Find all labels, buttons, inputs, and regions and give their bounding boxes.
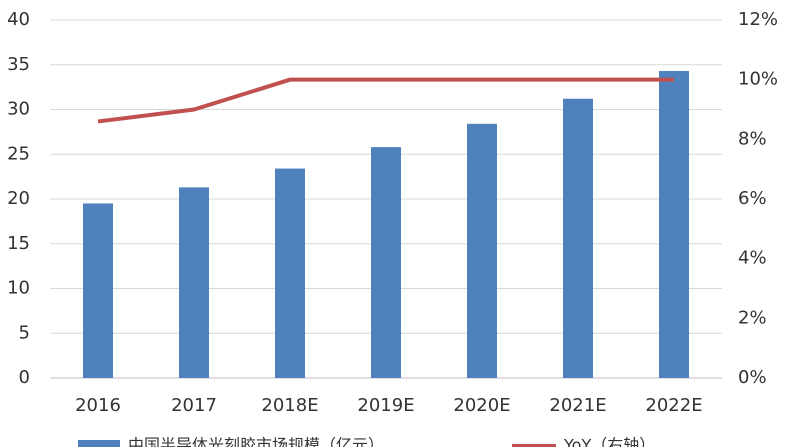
y2-tick-label: 6% xyxy=(738,188,767,209)
y2-tick-label: 8% xyxy=(738,128,767,149)
y-tick-label: 30 xyxy=(7,99,30,120)
y2-tick-label: 10% xyxy=(738,69,778,90)
bar xyxy=(467,123,497,378)
y2-tick-label: 12% xyxy=(738,9,778,30)
y-tick-label: 0 xyxy=(19,367,30,388)
y-tick-label: 20 xyxy=(7,188,30,209)
bar xyxy=(83,203,113,378)
y-tick-label: 10 xyxy=(7,278,30,299)
y2-tick-label: 0% xyxy=(738,367,767,388)
y-tick-label: 35 xyxy=(7,54,30,75)
x-tick-label: 2017 xyxy=(171,395,217,416)
y2-tick-label: 4% xyxy=(738,248,767,269)
bar xyxy=(275,168,305,378)
x-tick-label: 2019E xyxy=(357,395,414,416)
bar xyxy=(563,98,593,378)
x-tick-label: 2022E xyxy=(645,395,702,416)
y-tick-label: 25 xyxy=(7,143,30,164)
legend-label: YoY（右轴） xyxy=(563,436,655,447)
y-tick-label: 5 xyxy=(19,322,30,343)
legend-swatch xyxy=(78,440,120,447)
y-tick-label: 15 xyxy=(7,233,30,254)
y2-tick-label: 2% xyxy=(738,307,767,328)
y-tick-label: 40 xyxy=(7,9,30,30)
bar xyxy=(179,187,209,378)
x-tick-label: 2020E xyxy=(453,395,510,416)
x-tick-label: 2018E xyxy=(261,395,318,416)
x-tick-label: 2016 xyxy=(75,395,121,416)
bar xyxy=(659,71,689,378)
bar xyxy=(371,147,401,378)
x-tick-label: 2021E xyxy=(549,395,606,416)
legend-label: 中国半导体光刻胶市场规模（亿元） xyxy=(128,436,384,447)
line xyxy=(97,77,674,124)
